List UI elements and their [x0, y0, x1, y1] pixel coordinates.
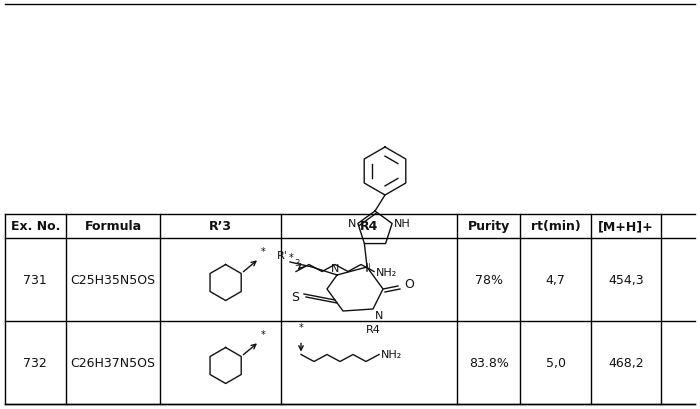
- Text: [M+H]+: [M+H]+: [598, 220, 654, 233]
- Text: *: *: [261, 330, 266, 339]
- Text: S: S: [291, 291, 299, 304]
- Text: Formula: Formula: [85, 220, 141, 233]
- Text: O: O: [404, 278, 414, 291]
- Text: 4,7: 4,7: [546, 273, 566, 286]
- Text: *: *: [288, 252, 293, 262]
- Text: 3: 3: [294, 259, 300, 268]
- Text: 732: 732: [24, 356, 47, 369]
- Text: 731: 731: [24, 273, 47, 286]
- Text: R4: R4: [360, 220, 378, 233]
- Text: 454,3: 454,3: [608, 273, 644, 286]
- Text: NH₂: NH₂: [376, 267, 398, 277]
- Text: 78%: 78%: [475, 273, 503, 286]
- Text: 5,0: 5,0: [545, 356, 566, 369]
- Text: Purity: Purity: [468, 220, 510, 233]
- Text: N: N: [347, 219, 356, 229]
- Text: *: *: [299, 323, 303, 333]
- Text: R’3: R’3: [209, 220, 232, 233]
- Text: rt(min): rt(min): [531, 220, 580, 233]
- Text: N: N: [375, 310, 384, 320]
- Text: NH₂: NH₂: [381, 350, 402, 360]
- Text: N: N: [331, 263, 340, 273]
- Text: C25H35N5OS: C25H35N5OS: [71, 273, 155, 286]
- Text: 468,2: 468,2: [608, 356, 644, 369]
- Text: C26H37N5OS: C26H37N5OS: [71, 356, 155, 369]
- Text: R': R': [277, 250, 288, 261]
- Text: 83.8%: 83.8%: [469, 356, 509, 369]
- Text: NH: NH: [394, 219, 411, 229]
- Text: Ex. No.: Ex. No.: [10, 220, 60, 233]
- Text: *: *: [261, 247, 266, 257]
- Text: R4: R4: [365, 324, 380, 334]
